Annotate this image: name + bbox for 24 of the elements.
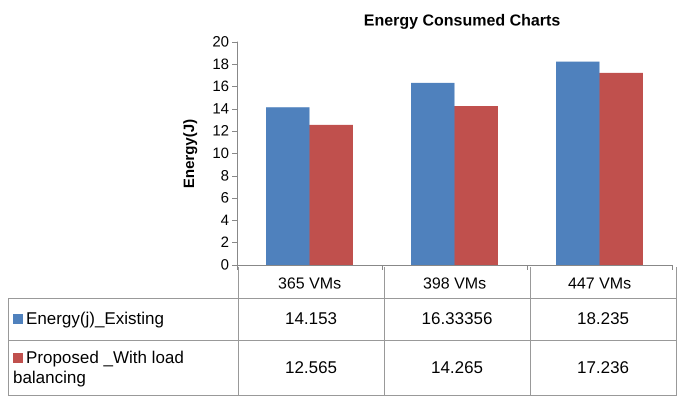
data-label: 14.265 bbox=[384, 340, 530, 395]
y-tick-label: 6 bbox=[220, 190, 229, 207]
data-label: 14.153 bbox=[238, 298, 384, 340]
legend-label: Energy(j)_Existing bbox=[8, 298, 238, 340]
y-tick-label: 0 bbox=[220, 256, 229, 274]
y-tick-label: 14 bbox=[212, 100, 229, 118]
x-tick-label: 398 VMs bbox=[422, 276, 486, 292]
legend-label: Proposed _With load balancing bbox=[8, 340, 238, 395]
y-tick-label: 10 bbox=[212, 145, 229, 162]
y-tick-label: 16 bbox=[212, 78, 229, 96]
y-tick-label: 18 bbox=[212, 56, 229, 73]
data-label: 12.565 bbox=[238, 340, 384, 395]
chart-title: Energy Consumed Charts bbox=[364, 12, 560, 30]
data-label: 18.235 bbox=[530, 298, 676, 340]
data-label: 16.33356 bbox=[384, 298, 530, 340]
y-tick-label: 2 bbox=[220, 234, 229, 252]
y-tick-label: 8 bbox=[220, 167, 229, 184]
data-label: 17.236 bbox=[530, 340, 676, 395]
y-tick-label: 12 bbox=[212, 122, 229, 140]
y-axis-title: Energy(J) bbox=[181, 118, 198, 188]
x-tick-label: 365 VMs bbox=[278, 276, 342, 292]
y-tick-label: 4 bbox=[220, 212, 229, 229]
x-tick-label: 447 VMs bbox=[568, 276, 632, 292]
y-tick-label: 20 bbox=[212, 34, 229, 50]
